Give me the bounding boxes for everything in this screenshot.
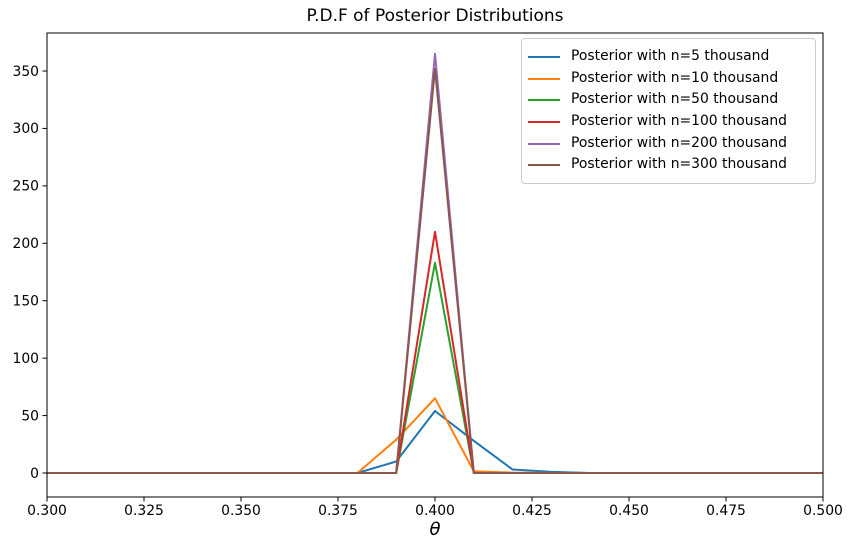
legend-item: Posterior with n=50 thousand	[528, 89, 807, 111]
plot-frame	[46, 32, 824, 498]
legend-item: Posterior with n=300 thousand	[528, 154, 807, 176]
x-tick-label: 0.475	[706, 503, 746, 519]
x-tick-label: 0.425	[512, 503, 552, 519]
series-line	[47, 397, 823, 474]
x-tick-label: 0.500	[803, 503, 843, 519]
x-tick-label: 0.450	[609, 503, 649, 519]
legend-item-label: Posterior with n=100 thousand	[571, 112, 787, 129]
x-tick-label: 0.325	[124, 503, 164, 519]
legend-item: Posterior with n=200 thousand	[528, 133, 807, 155]
legend-item-label: Posterior with n=50 thousand	[571, 91, 779, 108]
y-tick-label: 200	[12, 236, 39, 252]
legend-line-swatch	[528, 142, 560, 145]
legend-line-swatch	[528, 99, 560, 102]
y-tick-label: 350	[12, 64, 39, 80]
y-tick-label: 300	[12, 121, 39, 137]
series-line	[47, 409, 823, 474]
y-tick-label: 250	[12, 179, 39, 195]
y-tick-label: 100	[12, 351, 39, 367]
series-line	[47, 67, 823, 474]
legend-item-label: Posterior with n=5 thousand	[571, 47, 770, 64]
legend-item: Posterior with n=5 thousand	[528, 46, 807, 68]
legend-item: Posterior with n=100 thousand	[528, 111, 807, 133]
legend-item-label: Posterior with n=200 thousand	[571, 134, 787, 151]
x-tick-label: 0.350	[221, 503, 261, 519]
legend-item-label: Posterior with n=300 thousand	[571, 156, 787, 173]
chart-title: P.D.F of Posterior Distributions	[306, 6, 564, 26]
legend: Posterior with n=5 thousand Posterior wit…	[521, 38, 816, 185]
x-axis-label: θ	[429, 519, 441, 540]
series-line	[47, 261, 823, 474]
legend-item-label: Posterior with n=10 thousand	[571, 69, 779, 86]
y-tick-label: 0	[30, 466, 39, 482]
legend-item: Posterior with n=10 thousand	[528, 68, 807, 90]
x-tick-label: 0.400	[415, 503, 455, 519]
legend-line-swatch	[528, 120, 560, 123]
legend-line-swatch	[528, 55, 560, 58]
x-tick-label: 0.375	[318, 503, 358, 519]
legend-line-swatch	[528, 164, 560, 167]
legend-line-swatch	[528, 77, 560, 80]
x-tick-label: 0.300	[27, 503, 67, 519]
y-tick-label: 150	[12, 294, 39, 310]
y-tick-label: 50	[21, 408, 39, 424]
